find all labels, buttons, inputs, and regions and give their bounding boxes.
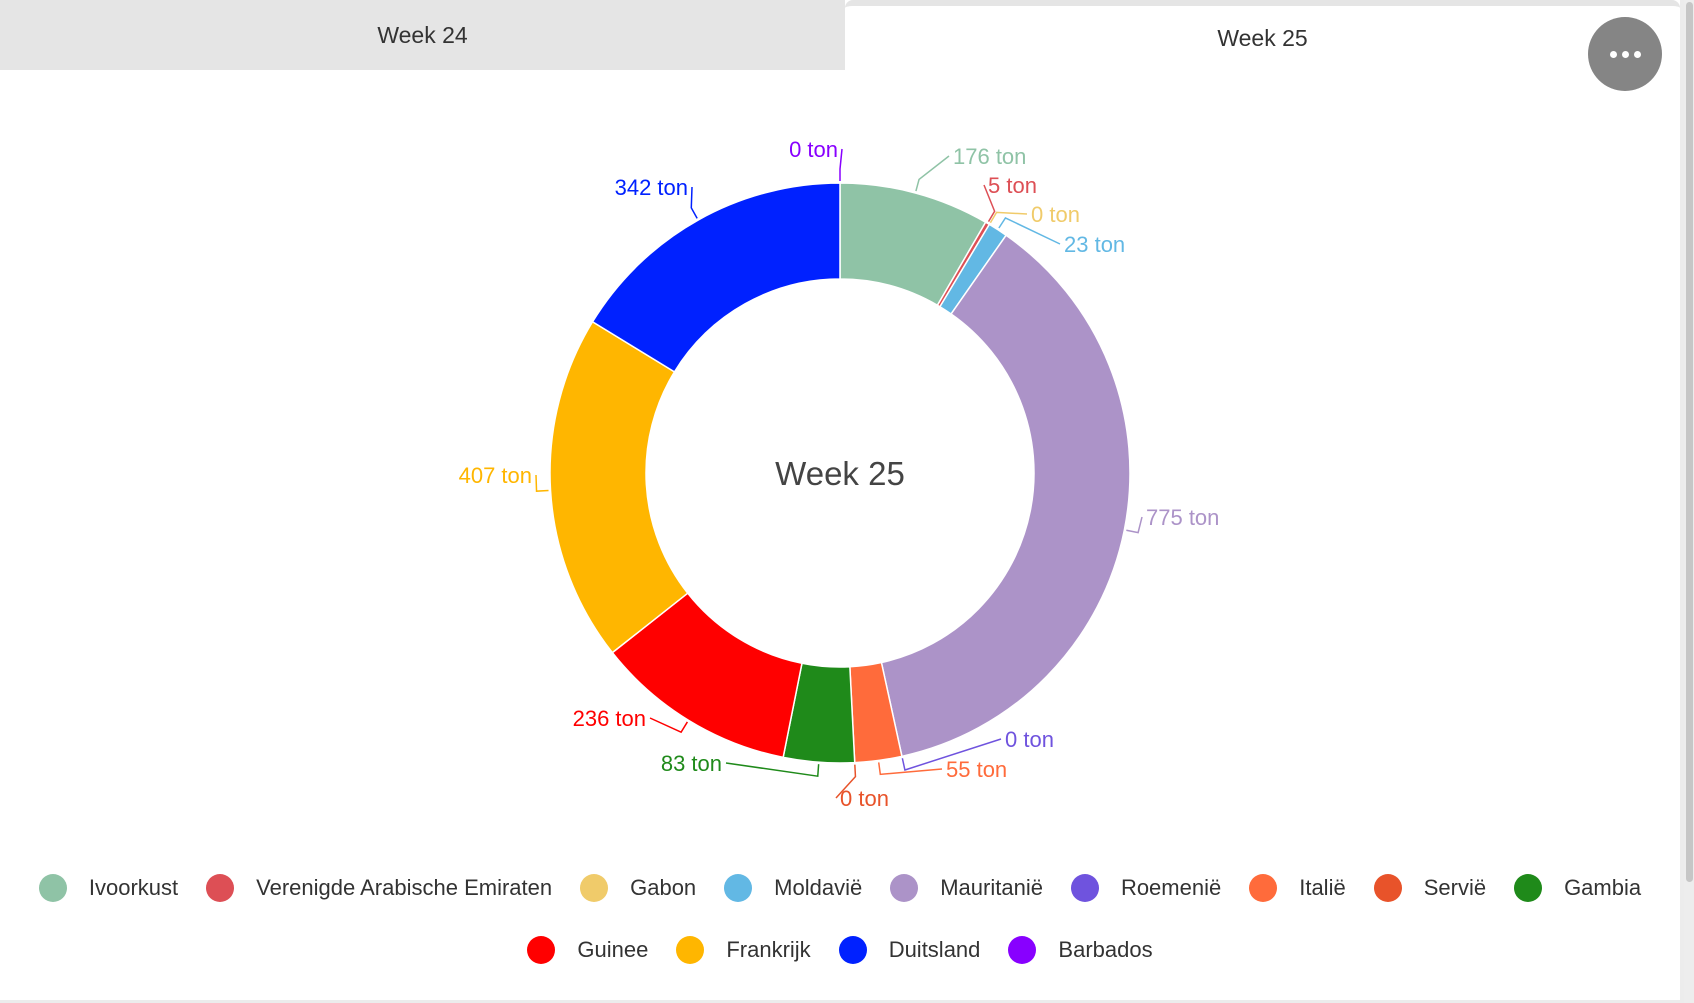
leader-line <box>725 762 820 778</box>
legend-label: Ivoorkust <box>88 875 179 900</box>
legend-swatch-icon <box>724 874 753 902</box>
legend-swatch-icon <box>580 874 609 902</box>
tab-week-24[interactable]: Week 24 <box>0 0 845 70</box>
legend-label: Moldavië <box>774 875 863 900</box>
legend-swatch-icon <box>527 936 556 964</box>
leader-line <box>535 474 549 492</box>
legend-item[interactable]: Gabon <box>580 870 696 906</box>
data-label: 236 ton <box>573 706 646 731</box>
donut-chart: 176 ton 5 ton 0 ton 23 ton 775 ton 0 ton 55 to… <box>459 137 1220 811</box>
legend: Ivoorkust Verenigde Arabische Emiraten Gab… <box>20 870 1660 968</box>
legend-swatch-icon <box>206 874 235 902</box>
slice-duitsland[interactable] <box>591 182 841 373</box>
scrollbar-thumb[interactable] <box>1686 2 1693 882</box>
legend-item[interactable]: Guinee <box>527 932 648 968</box>
leader-line <box>877 762 943 776</box>
legend-swatch-icon <box>838 936 867 964</box>
data-label: 0 ton <box>789 137 838 162</box>
leader-line <box>649 717 689 734</box>
legend-label: Gabon <box>630 875 697 900</box>
legend-item[interactable]: Mauritanië <box>890 870 1043 906</box>
data-label: 176 ton <box>953 144 1026 169</box>
slice-mauritanië[interactable] <box>880 234 1131 758</box>
leader-line <box>989 211 1028 224</box>
data-label: 55 ton <box>946 757 1007 782</box>
leader-line <box>901 738 1002 771</box>
leader-line <box>915 155 950 192</box>
data-label: 83 ton <box>661 751 722 776</box>
legend-swatch-icon <box>1514 874 1543 902</box>
data-label: 0 ton <box>840 786 889 811</box>
data-label: 342 ton <box>615 175 688 200</box>
legend-swatch-icon <box>1008 936 1037 964</box>
more-options-button[interactable] <box>1588 17 1662 91</box>
legend-label: Verenigde Arabische Emiraten <box>256 875 553 900</box>
legend-item[interactable]: Barbados <box>1008 932 1153 968</box>
legend-label: Duitsland <box>888 937 981 962</box>
more-horizontal-icon <box>1609 50 1617 58</box>
leader-line <box>998 216 1061 245</box>
legend-swatch-icon <box>890 874 919 902</box>
legend-label: Roemenië <box>1120 875 1222 900</box>
slice-frankrijk[interactable] <box>549 320 689 654</box>
data-label: 0 ton <box>1031 202 1080 227</box>
leader-line <box>983 184 996 222</box>
legend-label: Italië <box>1299 875 1346 900</box>
leader-line <box>839 148 843 181</box>
legend-swatch-icon <box>1373 874 1402 902</box>
legend-label: Gambia <box>1564 875 1642 900</box>
data-label: 775 ton <box>1146 505 1219 530</box>
legend-item[interactable]: Duitsland <box>838 932 981 968</box>
legend-item[interactable]: Moldavië <box>724 870 862 906</box>
legend-item[interactable]: Servië <box>1373 870 1487 906</box>
tab-week-25[interactable]: Week 25 <box>845 0 1680 70</box>
more-dot <box>1633 50 1641 58</box>
legend-swatch-icon <box>1070 874 1099 902</box>
week-tabs: Week 24 Week 25 <box>0 0 1680 70</box>
legend-swatch-icon <box>676 936 705 964</box>
legend-label: Barbados <box>1058 937 1153 962</box>
data-label: 23 ton <box>1064 232 1125 257</box>
legend-label: Frankrijk <box>726 937 811 962</box>
legend-item[interactable]: Ivoorkust <box>38 870 179 906</box>
legend-label: Servië <box>1423 875 1487 900</box>
leader-line <box>835 764 857 799</box>
data-label: 0 ton <box>1005 727 1054 752</box>
more-dot <box>1621 50 1629 58</box>
data-label: 5 ton <box>988 173 1037 198</box>
legend-item[interactable]: Gambia <box>1514 870 1641 906</box>
legend-label: Guinee <box>577 937 649 962</box>
legend-swatch-icon <box>38 874 67 902</box>
legend-item[interactable]: Italië <box>1249 870 1346 906</box>
leader-line <box>690 186 698 219</box>
leader-line <box>1126 516 1143 534</box>
legend-item[interactable]: Frankrijk <box>676 932 811 968</box>
legend-swatch-icon <box>1249 874 1278 902</box>
data-label: 407 ton <box>459 463 532 488</box>
chart-center-title: Week 25 <box>775 455 905 492</box>
legend-item[interactable]: Verenigde Arabische Emiraten <box>206 870 552 906</box>
legend-label: Mauritanië <box>940 875 1043 900</box>
legend-item[interactable]: Roemenië <box>1070 870 1222 906</box>
